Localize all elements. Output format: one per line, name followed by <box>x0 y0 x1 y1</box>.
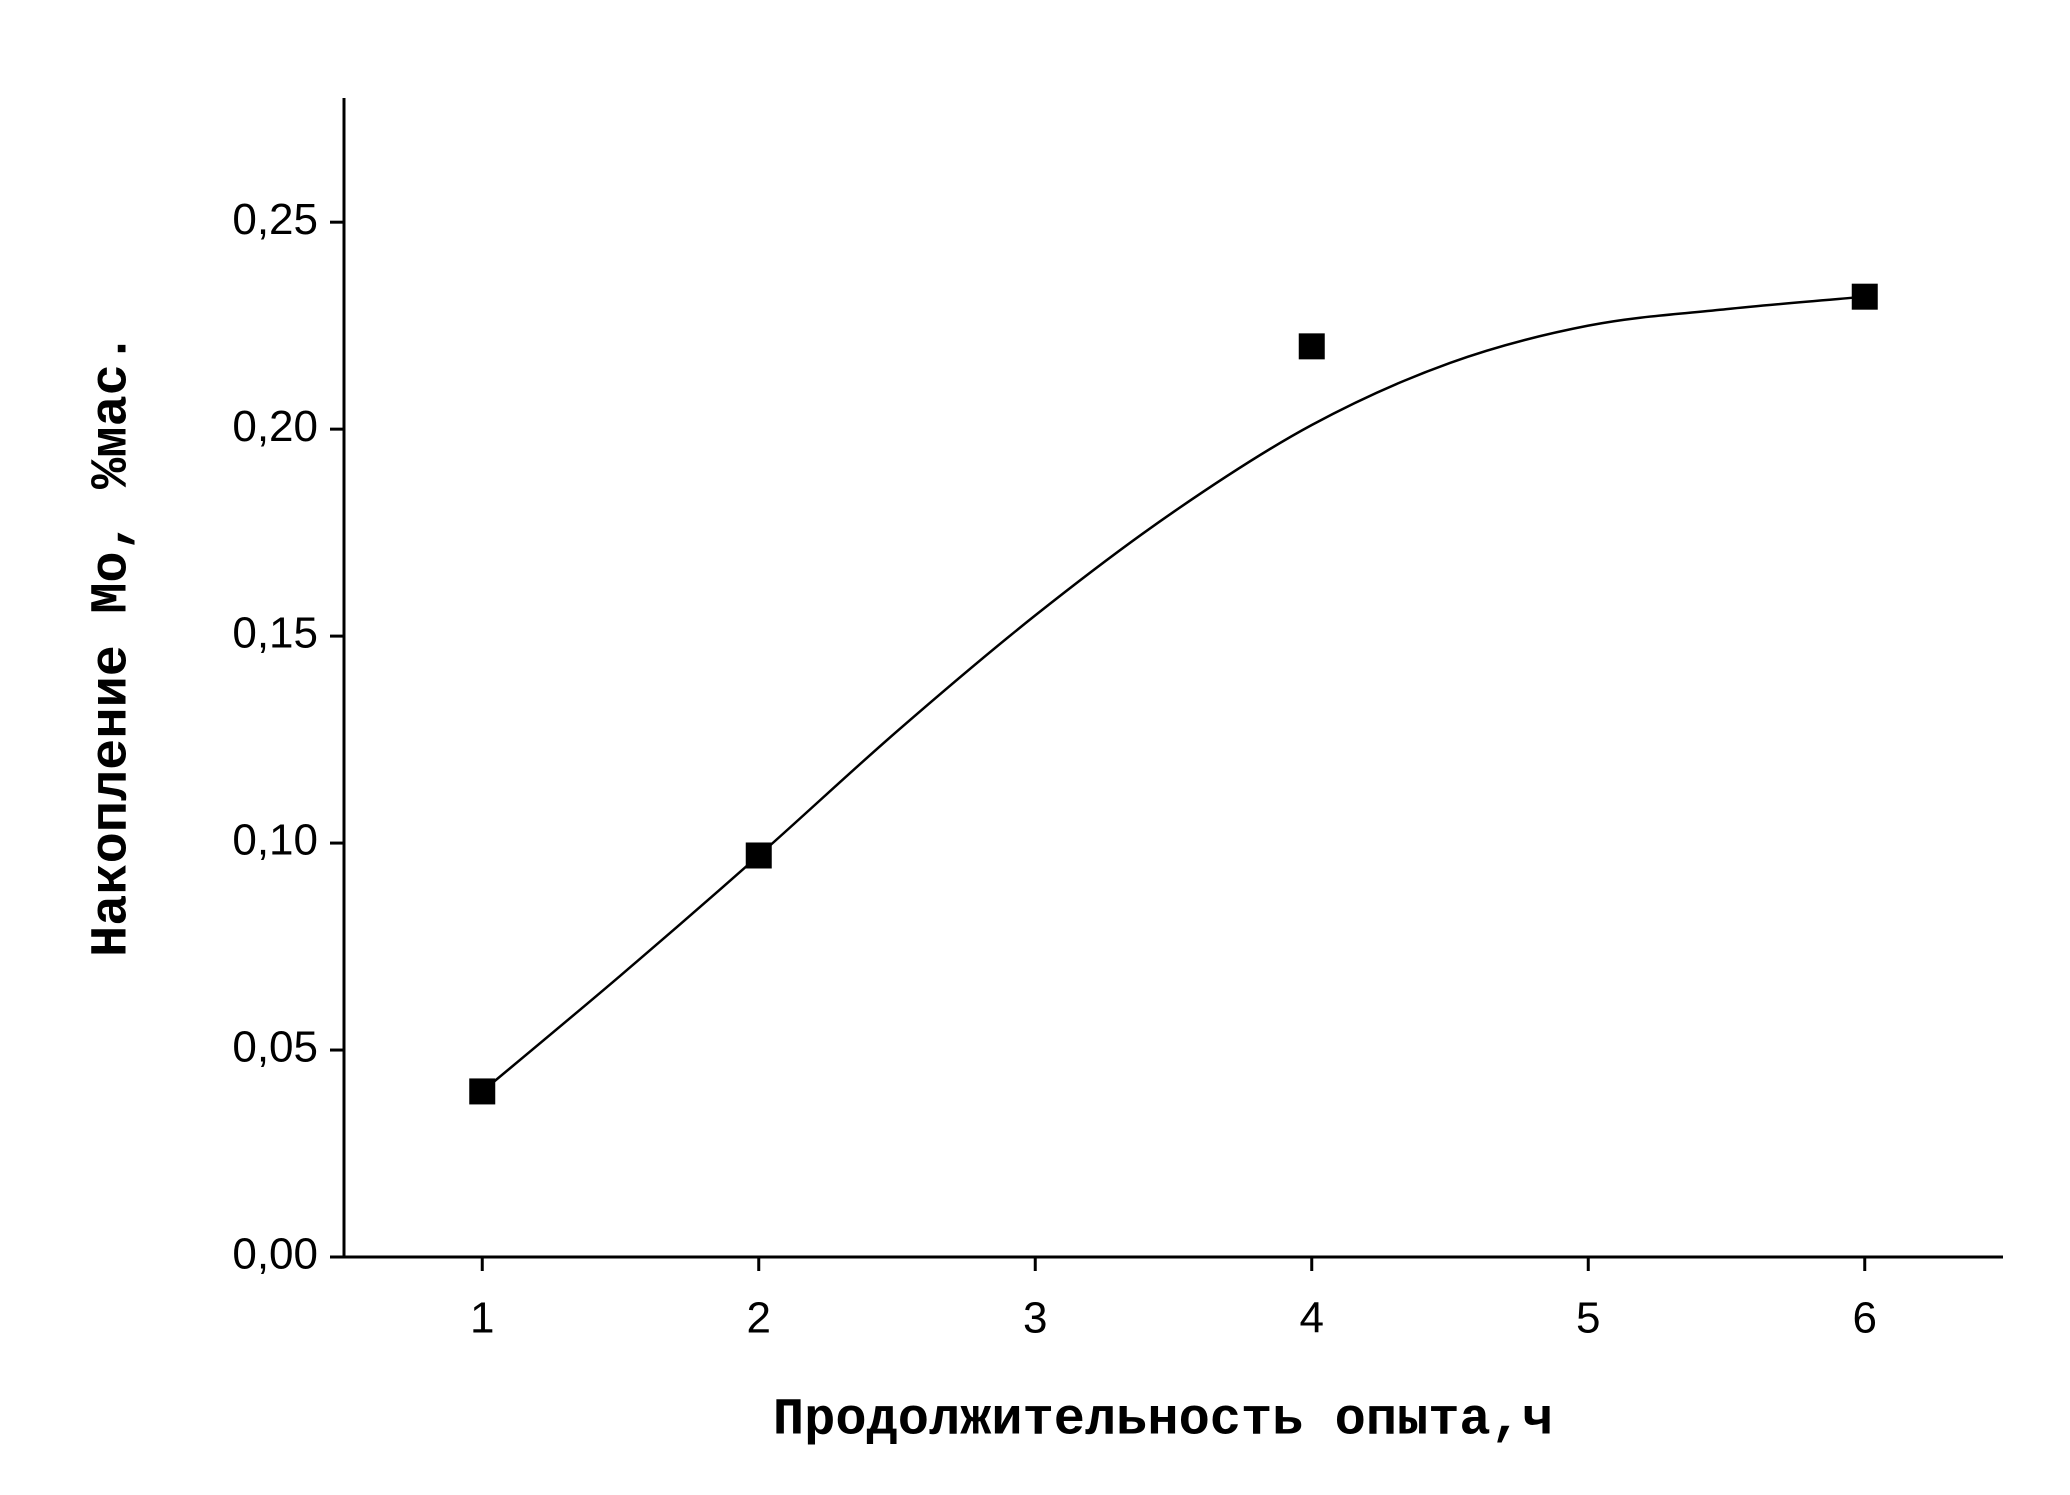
x-tick-label: 4 <box>1300 1294 1324 1343</box>
data-point <box>745 842 772 869</box>
y-tick-label: 0,05 <box>232 1023 318 1072</box>
fit-curve <box>481 295 1865 1093</box>
x-tick-label: 2 <box>747 1294 771 1343</box>
y-tick-label: 0,15 <box>232 609 318 658</box>
x-tick-label: 6 <box>1853 1294 1877 1343</box>
y-tick-label: 0,00 <box>232 1230 318 1279</box>
data-point <box>469 1078 496 1105</box>
y-axis-title: Накопление Mo, %мас. <box>83 333 142 957</box>
data-point <box>1298 333 1325 360</box>
x-axis-title: Продолжительность опыта,ч <box>773 1391 1553 1450</box>
y-tick-label: 0,10 <box>232 816 318 865</box>
x-tick-label: 5 <box>1576 1294 1600 1343</box>
y-tick-label: 0,25 <box>232 195 318 244</box>
y-tick-label: 0,20 <box>232 402 318 451</box>
data-point <box>1851 283 1878 310</box>
x-tick-label: 3 <box>1023 1294 1047 1343</box>
x-tick-label: 1 <box>470 1294 494 1343</box>
